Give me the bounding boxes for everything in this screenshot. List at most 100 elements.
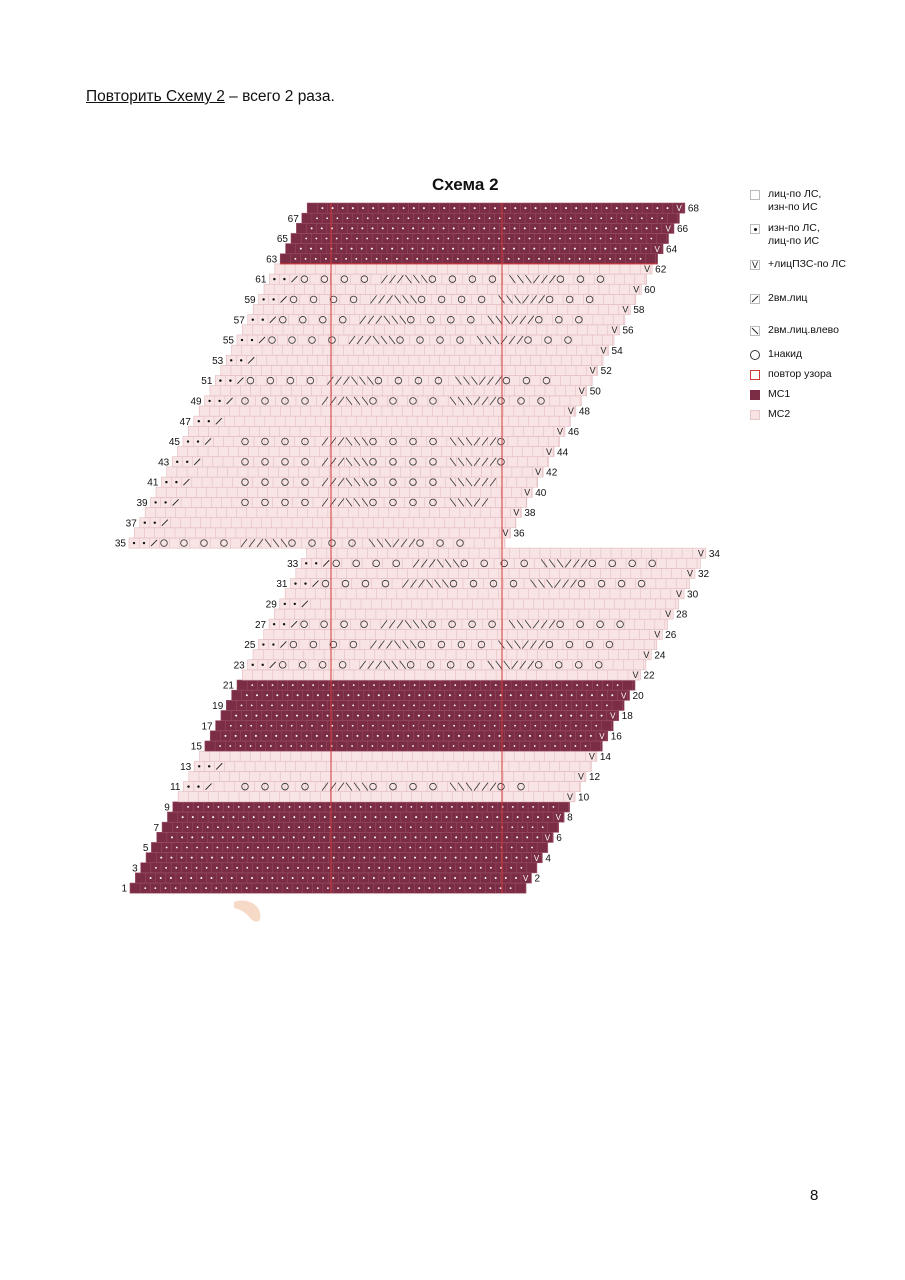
purl-dot (337, 866, 340, 869)
yo-mark (348, 539, 356, 547)
purl-dot (266, 887, 268, 890)
purl-dot (483, 745, 485, 747)
purl-dot (435, 816, 438, 819)
purl-dot (319, 806, 321, 808)
purl-dot (308, 806, 311, 808)
purl-dot (448, 694, 451, 697)
ssk-mark (421, 274, 428, 284)
purl-dot (316, 217, 318, 220)
purl-dot (247, 826, 250, 829)
purl-dot (450, 826, 453, 829)
row-number-right: 34 (709, 549, 721, 560)
yo-mark (448, 275, 457, 283)
dot-square-icon (750, 224, 760, 234)
purl-dot (320, 227, 323, 230)
purl-dot (258, 806, 260, 808)
yo-mark (429, 478, 437, 486)
purl-dot (554, 724, 557, 727)
k2tog-mark (240, 538, 248, 548)
purl-dot (386, 237, 389, 240)
purl-dot (386, 734, 389, 737)
purl-dot (418, 694, 421, 697)
purl-dot (308, 826, 311, 829)
inc-mark: V (557, 426, 563, 436)
purl-dot (366, 734, 369, 737)
yo-mark (417, 295, 426, 304)
purl-dot (251, 684, 254, 687)
purl-dot (346, 714, 349, 717)
scheme-link[interactable]: Повторить Схему 2 (86, 88, 225, 105)
purl-dot (484, 684, 487, 687)
purl-dot (387, 714, 390, 717)
ssk-mark (465, 457, 473, 467)
purl-dot (509, 887, 512, 890)
purl-dot (277, 826, 280, 829)
purl-dot (293, 602, 296, 606)
purl-dot (610, 217, 613, 220)
purl-dot (271, 876, 274, 879)
purl-dot (155, 866, 157, 869)
purl-dot (483, 724, 486, 727)
yo-mark (320, 275, 329, 283)
purl-dot (361, 745, 364, 747)
purl-dot (499, 694, 502, 697)
purl-dot (625, 207, 628, 210)
purl-dot (422, 227, 425, 230)
purl-dot (164, 501, 167, 504)
purl-dot (246, 866, 249, 869)
purl-dot (313, 836, 316, 839)
k2tog-mark (570, 579, 577, 588)
k2tog-mark (495, 376, 502, 385)
purl-dot (467, 257, 469, 260)
purl-dot (197, 420, 200, 423)
purl-dot (595, 704, 598, 707)
yo-mark (340, 620, 348, 628)
purl-dot (467, 237, 470, 240)
purl-dot (276, 694, 279, 697)
purl-dot (222, 816, 225, 819)
ssk-mark (530, 579, 537, 588)
purl-dot (413, 704, 415, 707)
purl-dot (261, 876, 264, 879)
purl-dot (504, 704, 507, 707)
yo-mark (427, 661, 435, 669)
inc-mark: V (676, 204, 682, 213)
purl-dot (144, 887, 147, 890)
purl-dot (361, 724, 364, 727)
purl-dot (481, 806, 484, 808)
purl-dot (471, 806, 474, 808)
purl-dot (335, 257, 337, 260)
purl-dot (645, 227, 648, 230)
purl-dot (348, 826, 351, 829)
purl-dot (409, 826, 412, 829)
row-number-right: 4 (545, 853, 551, 864)
chart-row (242, 324, 620, 336)
yo-mark (332, 559, 340, 568)
purl-dot (379, 826, 382, 829)
k2tog-mark (280, 296, 287, 303)
yo-mark (306, 376, 315, 385)
purl-dot (463, 704, 466, 707)
yo-mark (555, 316, 563, 324)
purl-dot (281, 684, 284, 687)
purl-dot (439, 866, 442, 869)
purl-dot (550, 694, 553, 697)
purl-dot (312, 856, 315, 859)
purl-dot (500, 866, 502, 869)
k2tog-mark (527, 660, 535, 670)
k2tog-mark (359, 660, 367, 670)
purl-dot (520, 846, 523, 849)
chart-row (171, 456, 549, 468)
chart-row (295, 568, 696, 579)
yo-mark (637, 579, 646, 588)
purl-dot (269, 745, 272, 747)
purl-dot (381, 745, 384, 747)
inc-mark: V (610, 712, 616, 721)
ssk-mark (402, 640, 409, 649)
purl-dot (403, 856, 406, 859)
ssk-mark (449, 477, 457, 487)
yo-mark (360, 620, 368, 628)
purl-dot (424, 836, 427, 839)
purl-dot (358, 846, 361, 849)
purl-dot (420, 826, 422, 829)
